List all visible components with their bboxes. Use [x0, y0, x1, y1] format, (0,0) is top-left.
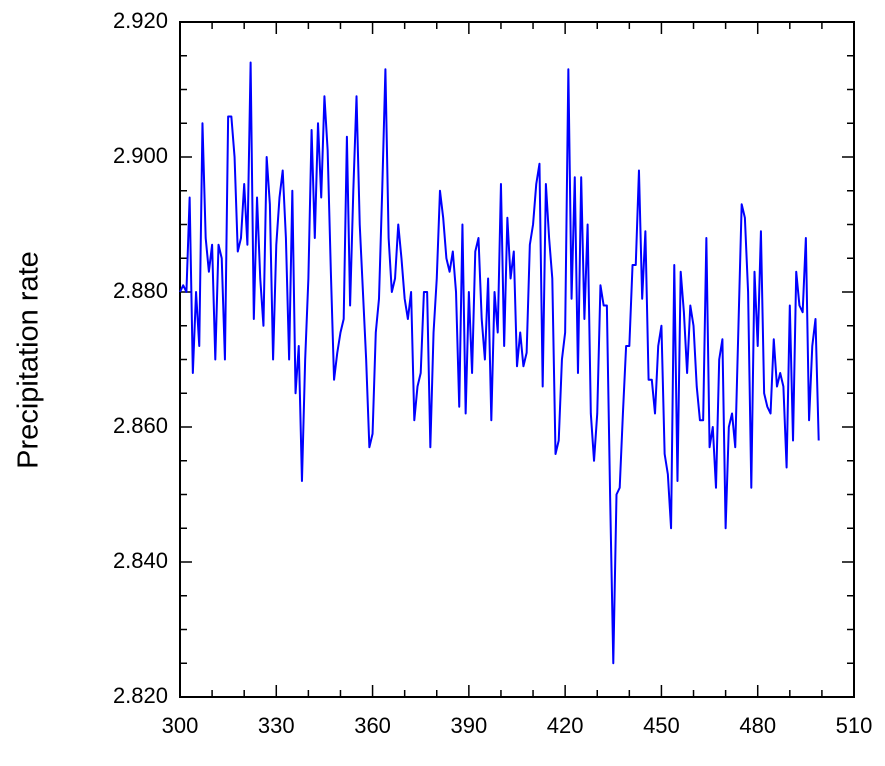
x-tick-label: 300: [162, 713, 199, 738]
x-tick-label: 450: [643, 713, 680, 738]
data-line: [179, 61, 820, 665]
x-tick-label: 360: [354, 713, 391, 738]
x-tick-label: 480: [739, 713, 776, 738]
x-tick-label: 510: [836, 713, 873, 738]
x-tick-label: 390: [450, 713, 487, 738]
y-tick-label: 2.900: [113, 143, 168, 168]
y-tick-label: 2.820: [113, 683, 168, 708]
y-tick-label: 2.860: [113, 413, 168, 438]
x-tick-label: 420: [547, 713, 584, 738]
x-tick-label: 330: [258, 713, 295, 738]
y-tick-label: 2.840: [113, 548, 168, 573]
y-axis-label: Precipitation rate: [13, 251, 45, 469]
y-tick-label: 2.880: [113, 278, 168, 303]
y-tick-label: 2.920: [113, 8, 168, 33]
